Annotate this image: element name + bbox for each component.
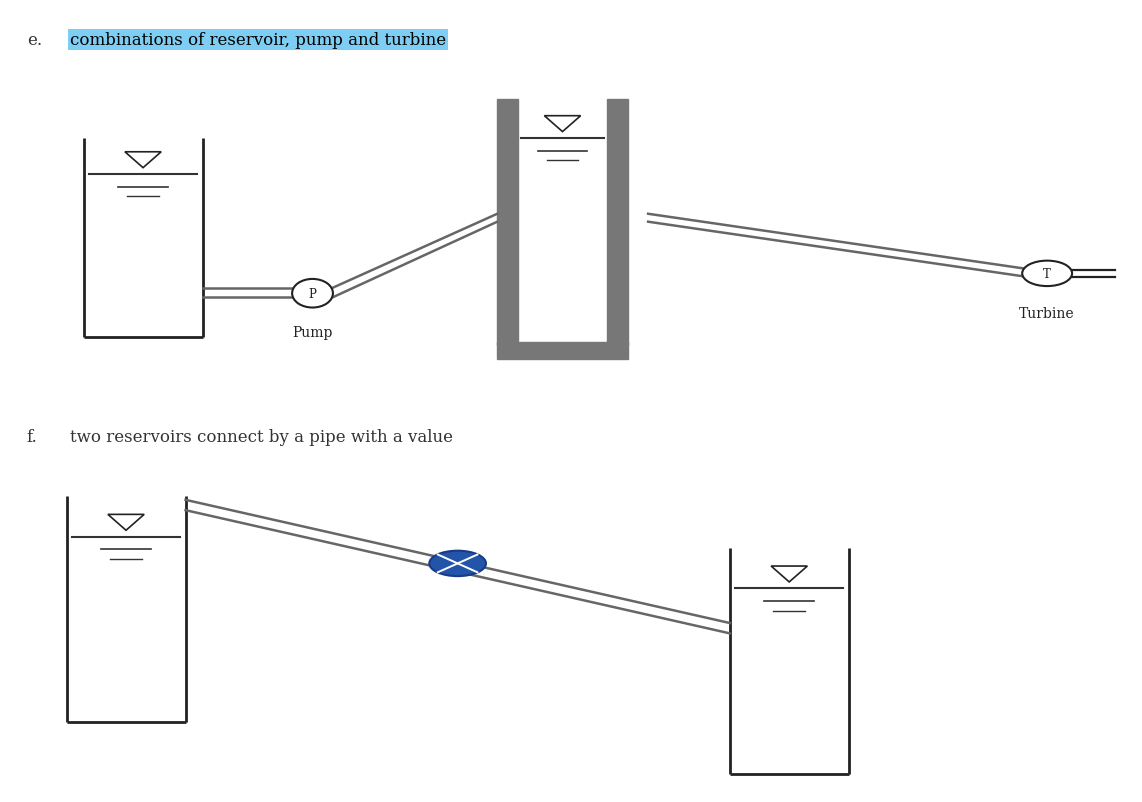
Text: Pump: Pump (292, 326, 332, 339)
Bar (497, 99, 517, 346)
Ellipse shape (429, 551, 486, 577)
Text: e.: e. (27, 32, 42, 49)
Text: T: T (1043, 268, 1051, 281)
Text: two reservoirs connect by a pipe with a value: two reservoirs connect by a pipe with a … (70, 429, 453, 446)
Text: P: P (308, 287, 316, 300)
Bar (497, 342, 628, 360)
Text: combinations of reservoir, pump and turbine: combinations of reservoir, pump and turb… (70, 32, 447, 49)
Text: f.: f. (27, 429, 38, 446)
Ellipse shape (1022, 261, 1072, 286)
Text: Turbine: Turbine (1020, 306, 1075, 321)
Circle shape (292, 280, 333, 308)
Bar (608, 99, 628, 346)
